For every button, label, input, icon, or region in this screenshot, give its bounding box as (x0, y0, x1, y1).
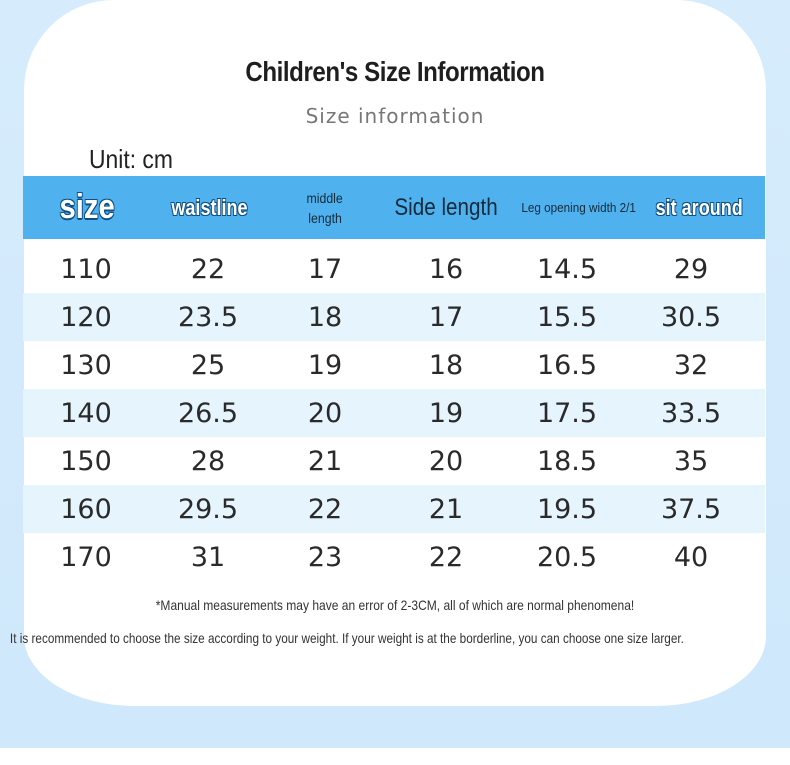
header-side-length-label: Side length (394, 193, 498, 221)
header-middle-line2: length (308, 209, 342, 226)
header-side-length: Side length (383, 176, 509, 239)
header-waistline: waistline (151, 176, 267, 239)
unit-label: Unit: cm (89, 144, 173, 174)
table-cell: 170 (60, 541, 112, 573)
table-cell: 130 (60, 349, 112, 381)
header-size-label: size (59, 188, 115, 226)
table-row: 160 29.5 22 21 19.5 37.5 (23, 485, 765, 533)
header-sit-around-label: sit around (655, 194, 743, 220)
table-cell: 19 (307, 349, 343, 381)
table-cell: 25 (190, 349, 226, 381)
table-cell: 21 (428, 493, 464, 525)
page-title: Children's Size Information (245, 56, 545, 87)
table-cell: 21 (307, 445, 343, 477)
table-cell: 17 (428, 301, 464, 333)
table-row: 130 25 19 18 16.5 32 (23, 341, 765, 389)
size-chart-card (24, 0, 766, 706)
header-sit-around: sit around (643, 176, 755, 239)
header-middle-length: middle length (267, 176, 383, 239)
table-cell: 23.5 (177, 301, 239, 333)
table-cell: 19.5 (536, 493, 598, 525)
table-row: 150 28 21 20 18.5 35 (23, 437, 765, 485)
table-cell: 30.5 (660, 301, 722, 333)
table-row: 120 23.5 18 17 15.5 30.5 (23, 293, 765, 341)
table-cell: 17 (307, 253, 343, 285)
table-row: 140 26.5 20 19 17.5 33.5 (23, 389, 765, 437)
table-cell: 31 (190, 541, 226, 573)
table-cell: 23 (307, 541, 343, 573)
table-cell: 17.5 (536, 397, 598, 429)
header-middle-line1: middle (306, 189, 344, 206)
table-cell: 14.5 (536, 253, 598, 285)
table-cell: 19 (428, 397, 464, 429)
table-cell: 20 (307, 397, 343, 429)
table-header: size waistline middle length Side length… (23, 176, 765, 239)
table-cell: 40 (673, 541, 709, 573)
table-cell: 29.5 (177, 493, 239, 525)
table-cell: 16 (428, 253, 464, 285)
table-cell: 20.5 (536, 541, 598, 573)
table-cell: 35 (673, 445, 709, 477)
table-cell: 16.5 (536, 349, 598, 381)
table-cell: 160 (60, 493, 112, 525)
table-cell: 22 (190, 253, 226, 285)
table-cell: 15.5 (536, 301, 598, 333)
page-subtitle: Size information (305, 104, 485, 128)
table-cell: 140 (60, 397, 112, 429)
table-cell: 33.5 (660, 397, 722, 429)
table-cell: 22 (307, 493, 343, 525)
header-leg-opening: Leg opening width 2/1 (509, 176, 649, 239)
size-recommendation-note: It is recommended to choose the size acc… (9, 630, 684, 646)
header-leg-opening-label: Leg opening width 2/1 (521, 200, 637, 215)
table-cell: 18.5 (536, 445, 598, 477)
table-cell: 37.5 (660, 493, 722, 525)
header-waistline-label: waistline (170, 194, 248, 220)
header-size: size (23, 176, 151, 239)
table-cell: 26.5 (177, 397, 239, 429)
measurement-note: *Manual measurements may have an error o… (155, 597, 635, 613)
table-cell: 20 (428, 445, 464, 477)
table-cell: 29 (673, 253, 709, 285)
table-cell: 32 (673, 349, 709, 381)
table-cell: 150 (60, 445, 112, 477)
table-cell: 18 (428, 349, 464, 381)
table-cell: 28 (190, 445, 226, 477)
table-cell: 120 (60, 301, 112, 333)
table-row: 110 22 17 16 14.5 29 (23, 245, 765, 293)
table-row: 170 31 23 22 20.5 40 (23, 533, 765, 581)
table-cell: 18 (307, 301, 343, 333)
table-cell: 110 (60, 253, 112, 285)
table-cell: 22 (428, 541, 464, 573)
